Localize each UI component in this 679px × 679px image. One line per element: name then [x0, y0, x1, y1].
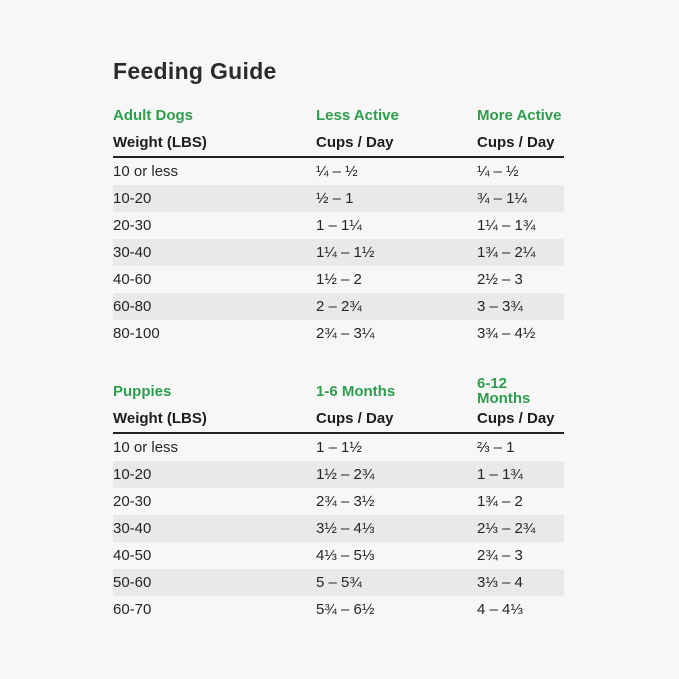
- six-twelve-months-cell: 3⅓ – 4: [477, 574, 523, 591]
- puppies-header-row: Puppies 1-6 Months 6-12 Months: [113, 375, 564, 407]
- more-active-cell: 2½ – 3: [477, 271, 523, 288]
- table-row: 20-30 1 – 1¼ 1¼ – 1¾: [113, 212, 564, 239]
- less-active-label: Less Active: [316, 106, 399, 124]
- table-row: 20-30 2¾ – 3½ 1¾ – 2: [113, 488, 564, 515]
- adult-subheader-row: Weight (LBS) Cups / Day Cups / Day: [113, 129, 564, 158]
- weight-cell: 40-60: [113, 271, 152, 288]
- less-active-cell: ½ – 1: [316, 190, 354, 207]
- puppies-table: Puppies 1-6 Months 6-12 Months Weight (L…: [113, 375, 564, 623]
- weight-header: Weight (LBS): [113, 410, 207, 427]
- less-active-cell: 1¼ – 1½: [316, 244, 375, 261]
- weight-cell: 10-20: [113, 466, 152, 483]
- weight-header: Weight (LBS): [113, 134, 207, 151]
- table-row: 10-20 1½ – 2¾ 1 – 1¾: [113, 461, 564, 488]
- six-twelve-months-cell: 1¾ – 2: [477, 493, 523, 510]
- more-active-cell: 1¼ – 1¾: [477, 217, 536, 234]
- weight-cell: 10 or less: [113, 163, 179, 180]
- six-twelve-months-cell: 4 – 4⅓: [477, 601, 523, 618]
- more-active-cell: 1¾ – 2¼: [477, 244, 536, 261]
- table-row: 30-40 3½ – 4⅓ 2⅓ – 2¾: [113, 515, 564, 542]
- one-six-months-cell: 5 – 5¾: [316, 574, 362, 591]
- six-twelve-months-label: 6-12 Months: [477, 375, 531, 407]
- table-row: 10-20 ½ – 1 ¾ – 1¼: [113, 185, 564, 212]
- one-six-months-cell: 1½ – 2¾: [316, 466, 375, 483]
- one-six-months-cell: 1 – 1½: [316, 439, 362, 456]
- adult-header-row: Adult Dogs Less Active More Active: [113, 101, 564, 129]
- weight-cell: 10 or less: [113, 439, 179, 456]
- table-row: 60-80 2 – 2¾ 3 – 3¾: [113, 293, 564, 320]
- less-active-cell: ¼ – ½: [316, 163, 358, 180]
- six-twelve-months-cell: 2⅓ – 2¾: [477, 520, 536, 537]
- weight-cell: 60-70: [113, 601, 152, 618]
- six-twelve-months-cell: 1 – 1¾: [477, 466, 523, 483]
- table-row: 10 or less ¼ – ½ ¼ – ½: [113, 158, 564, 185]
- less-active-cell: 2¾ – 3¼: [316, 325, 375, 342]
- table-row: 40-60 1½ – 2 2½ – 3: [113, 266, 564, 293]
- less-active-cell: 2 – 2¾: [316, 298, 362, 315]
- more-active-cell: ¾ – 1¼: [477, 190, 528, 207]
- weight-cell: 80-100: [113, 325, 160, 342]
- one-six-months-cell: 4⅓ – 5⅓: [316, 547, 375, 564]
- one-six-months-cell: 5¾ – 6½: [316, 601, 375, 618]
- table-row: 50-60 5 – 5¾ 3⅓ – 4: [113, 569, 564, 596]
- weight-cell: 50-60: [113, 574, 152, 591]
- more-active-label: More Active: [477, 106, 562, 124]
- six-twelve-months-cell: 2¾ – 3: [477, 547, 523, 564]
- weight-cell: 20-30: [113, 493, 152, 510]
- weight-cell: 30-40: [113, 244, 152, 261]
- more-active-cell: ¼ – ½: [477, 163, 519, 180]
- one-six-months-label: 1-6 Months: [316, 382, 396, 400]
- one-six-months-cell: 3½ – 4⅓: [316, 520, 375, 537]
- cups-per-day-header: Cups / Day: [316, 410, 394, 427]
- less-active-cell: 1½ – 2: [316, 271, 362, 288]
- cups-per-day-header: Cups / Day: [477, 134, 555, 151]
- weight-cell: 60-80: [113, 298, 152, 315]
- table-row: 80-100 2¾ – 3¼ 3¾ – 4½: [113, 320, 564, 347]
- cups-per-day-header: Cups / Day: [316, 134, 394, 151]
- less-active-cell: 1 – 1¼: [316, 217, 362, 234]
- weight-cell: 20-30: [113, 217, 152, 234]
- puppies-subheader-row: Weight (LBS) Cups / Day Cups / Day: [113, 405, 564, 434]
- more-active-cell: 3 – 3¾: [477, 298, 523, 315]
- table-row: 30-40 1¼ – 1½ 1¾ – 2¼: [113, 239, 564, 266]
- more-active-cell: 3¾ – 4½: [477, 325, 536, 342]
- adult-dogs-table: Adult Dogs Less Active More Active Weigh…: [113, 101, 564, 347]
- six-twelve-months-cell: ⅔ – 1: [477, 439, 515, 456]
- puppies-group-label: Puppies: [113, 382, 172, 400]
- weight-cell: 30-40: [113, 520, 152, 537]
- weight-cell: 10-20: [113, 190, 152, 207]
- table-row: 60-70 5¾ – 6½ 4 – 4⅓: [113, 596, 564, 623]
- one-six-months-cell: 2¾ – 3½: [316, 493, 375, 510]
- page-title: Feeding Guide: [113, 58, 277, 84]
- table-row: 10 or less 1 – 1½ ⅔ – 1: [113, 434, 564, 461]
- adult-group-label: Adult Dogs: [113, 106, 193, 124]
- table-row: 40-50 4⅓ – 5⅓ 2¾ – 3: [113, 542, 564, 569]
- cups-per-day-header: Cups / Day: [477, 410, 555, 427]
- weight-cell: 40-50: [113, 547, 152, 564]
